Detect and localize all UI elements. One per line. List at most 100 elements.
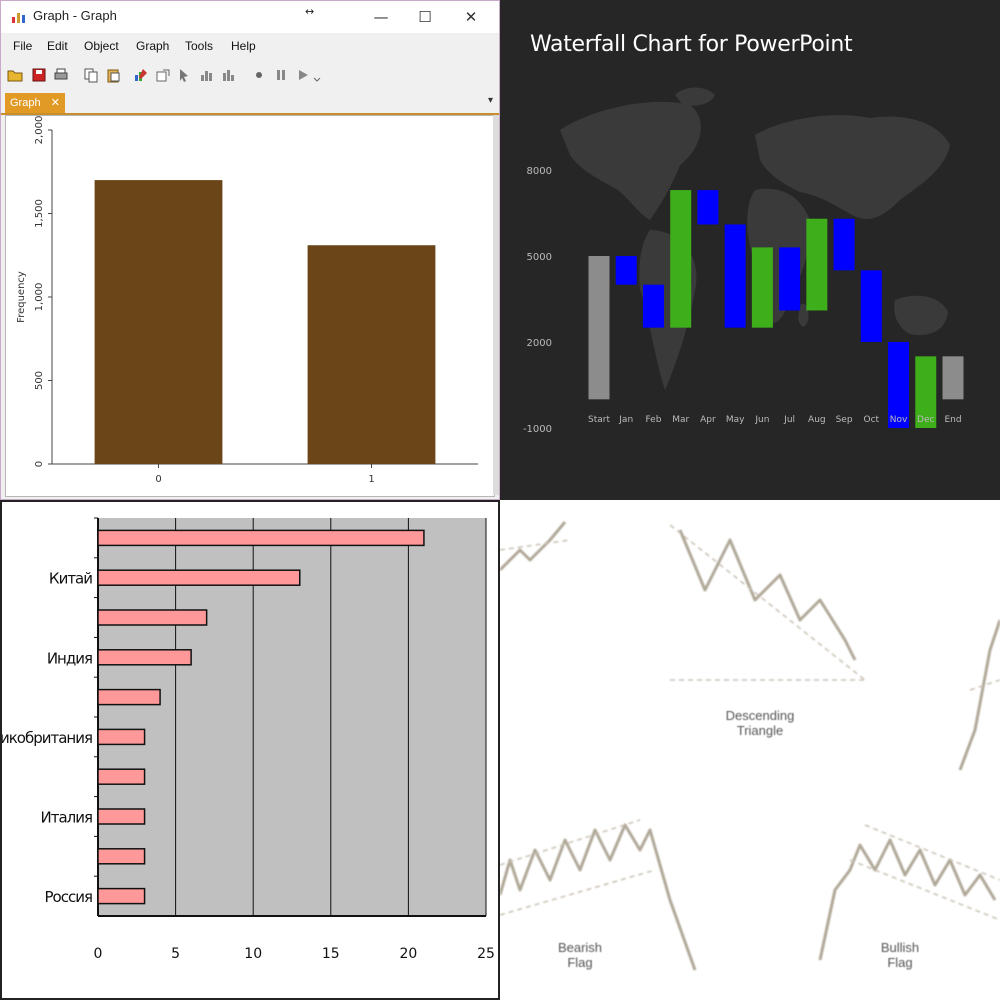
- waterfall-bar: [888, 342, 910, 428]
- y-tick-label: Китай: [49, 570, 92, 588]
- country-bar-chart: 0 5 10 15 20 25 Китай Индия Великобритания Италия…: [2, 517, 495, 962]
- minimize-button[interactable]: —: [373, 8, 389, 26]
- bar: [97, 768, 146, 785]
- y-tick-label: Великобритания: [2, 729, 92, 747]
- menu-graph[interactable]: Graph: [136, 39, 170, 53]
- waterfall-bar: [860, 270, 882, 342]
- bar: [97, 728, 146, 746]
- x-tick-label: Aug: [808, 415, 826, 425]
- y-axis-label: Frequency: [16, 271, 27, 323]
- export-icon[interactable]: [155, 67, 171, 83]
- menu-file[interactable]: File: [13, 39, 33, 53]
- bullish-flag-line: [818, 838, 997, 961]
- pause-icon[interactable]: [273, 67, 289, 83]
- maximize-button[interactable]: ☐: [418, 8, 432, 26]
- vertical-scrollbar[interactable]: [493, 115, 499, 495]
- x-tick-label: Jun: [754, 415, 769, 425]
- x-tick-label: Feb: [645, 415, 661, 425]
- bar: [94, 180, 223, 464]
- y-tick-label: 2,000: [34, 116, 45, 144]
- play-options-chevron-icon[interactable]: [313, 67, 321, 83]
- title-bar[interactable]: Graph - Graph ↔ — ☐ ✕: [1, 1, 499, 33]
- x-tick-label: Sep: [836, 415, 853, 425]
- country-bar-panel: 0 5 10 15 20 25 Китай Индия Великобритания Италия…: [0, 500, 500, 1000]
- waterfall-bar: [751, 247, 773, 328]
- pointer-icon[interactable]: [177, 67, 193, 83]
- x-tick-label: Nov: [890, 415, 908, 425]
- record-icon[interactable]: [251, 67, 267, 83]
- frequency-bar-chart: 0 500 1,000 1,500 2,000 Frequency 0 1: [16, 116, 478, 485]
- bar: [307, 245, 436, 464]
- bullish-flag-label: Bullish Flag: [880, 940, 920, 970]
- tab-strip: Graph ✕ ▾: [1, 93, 499, 115]
- bar: [97, 887, 146, 905]
- tab-close-icon[interactable]: ✕: [50, 97, 60, 109]
- menu-tools[interactable]: Tools: [185, 39, 214, 53]
- chart-patterns-panel: Descending Triangle Bearish Flag Bullish Fl…: [500, 500, 1000, 1000]
- waterfall-bar: [615, 256, 637, 285]
- x-tick-label: 0: [94, 946, 103, 962]
- x-tick-label: 0: [155, 474, 161, 485]
- waterfall-panel: Waterfall Chart for PowerPoint -1000 2000…: [500, 0, 1000, 500]
- waterfall-bar: [724, 224, 746, 328]
- pattern-fragment-right: [958, 619, 1000, 771]
- x-tick-label: May: [726, 415, 745, 425]
- x-tick-label: 20: [399, 946, 417, 962]
- tab-list-chevron-icon[interactable]: ▾: [487, 95, 493, 106]
- drag-handle-icon[interactable]: ↔: [305, 5, 315, 18]
- x-tick-label: 10: [244, 946, 262, 962]
- bar: [97, 848, 146, 865]
- descending-triangle-line: [678, 529, 857, 661]
- open-icon[interactable]: [7, 67, 23, 83]
- print-icon[interactable]: [53, 67, 69, 83]
- close-button[interactable]: ✕: [464, 8, 478, 26]
- play-icon[interactable]: [295, 67, 311, 83]
- y-tick-label: Индия: [47, 649, 92, 667]
- waterfall-bar: [670, 190, 692, 328]
- y-tick-label: 8000: [527, 166, 552, 177]
- chart-patterns-drawing: [500, 521, 1000, 971]
- chart-icon[interactable]: [199, 67, 215, 83]
- world-map-background: [560, 87, 950, 390]
- y-tick-label: 0: [34, 461, 45, 467]
- y-tick-label: 5000: [527, 252, 552, 263]
- waterfall-bar: [642, 284, 664, 328]
- y-tick-label: Италия: [40, 809, 92, 827]
- tab-graph[interactable]: Graph ✕: [5, 93, 65, 113]
- edit-icon[interactable]: [133, 67, 149, 83]
- bar: [97, 649, 192, 666]
- x-tick-label: Mar: [672, 415, 689, 425]
- menu-help[interactable]: Help: [231, 39, 256, 53]
- bearish-flag-label: Bearish Flag: [557, 940, 603, 970]
- waterfall-bar: [779, 247, 801, 311]
- waterfall-bar: [588, 256, 610, 400]
- x-tick-label: 5: [171, 946, 180, 962]
- x-tick-label: 25: [477, 946, 495, 962]
- waterfall-chart: -1000 2000 5000 8000 Start Jan Feb Mar Apr May Jun…: [523, 166, 964, 435]
- pattern-fragment-topleft: [500, 521, 567, 572]
- waterfall-bar: [697, 190, 719, 225]
- y-tick-label: 500: [34, 371, 45, 390]
- bar: [97, 529, 425, 547]
- menu-object[interactable]: Object: [84, 39, 119, 53]
- bar: [97, 569, 301, 586]
- x-tick-label: End: [944, 415, 961, 425]
- waterfall-bar: [806, 218, 828, 311]
- waterfall-bar: [833, 218, 855, 271]
- toolbar: [1, 59, 499, 93]
- chart2-icon[interactable]: [221, 67, 237, 83]
- bar: [97, 808, 146, 825]
- paste-icon[interactable]: [105, 67, 121, 83]
- y-tick-label: 1,000: [34, 283, 45, 312]
- x-tick-label: 15: [322, 946, 340, 962]
- copy-icon[interactable]: [83, 67, 99, 83]
- bearish-flag-line: [500, 823, 697, 971]
- bar: [97, 688, 161, 706]
- descending-triangle-label: Descending Triangle: [725, 708, 795, 738]
- x-tick-label: Jul: [783, 415, 795, 425]
- menu-edit[interactable]: Edit: [47, 39, 68, 53]
- graph-window: Graph - Graph ↔ — ☐ ✕ File Edit Object G…: [0, 0, 500, 500]
- bar: [97, 609, 208, 626]
- menu-bar: File Edit Object Graph Tools Help: [1, 33, 499, 59]
- save-icon[interactable]: [31, 67, 47, 83]
